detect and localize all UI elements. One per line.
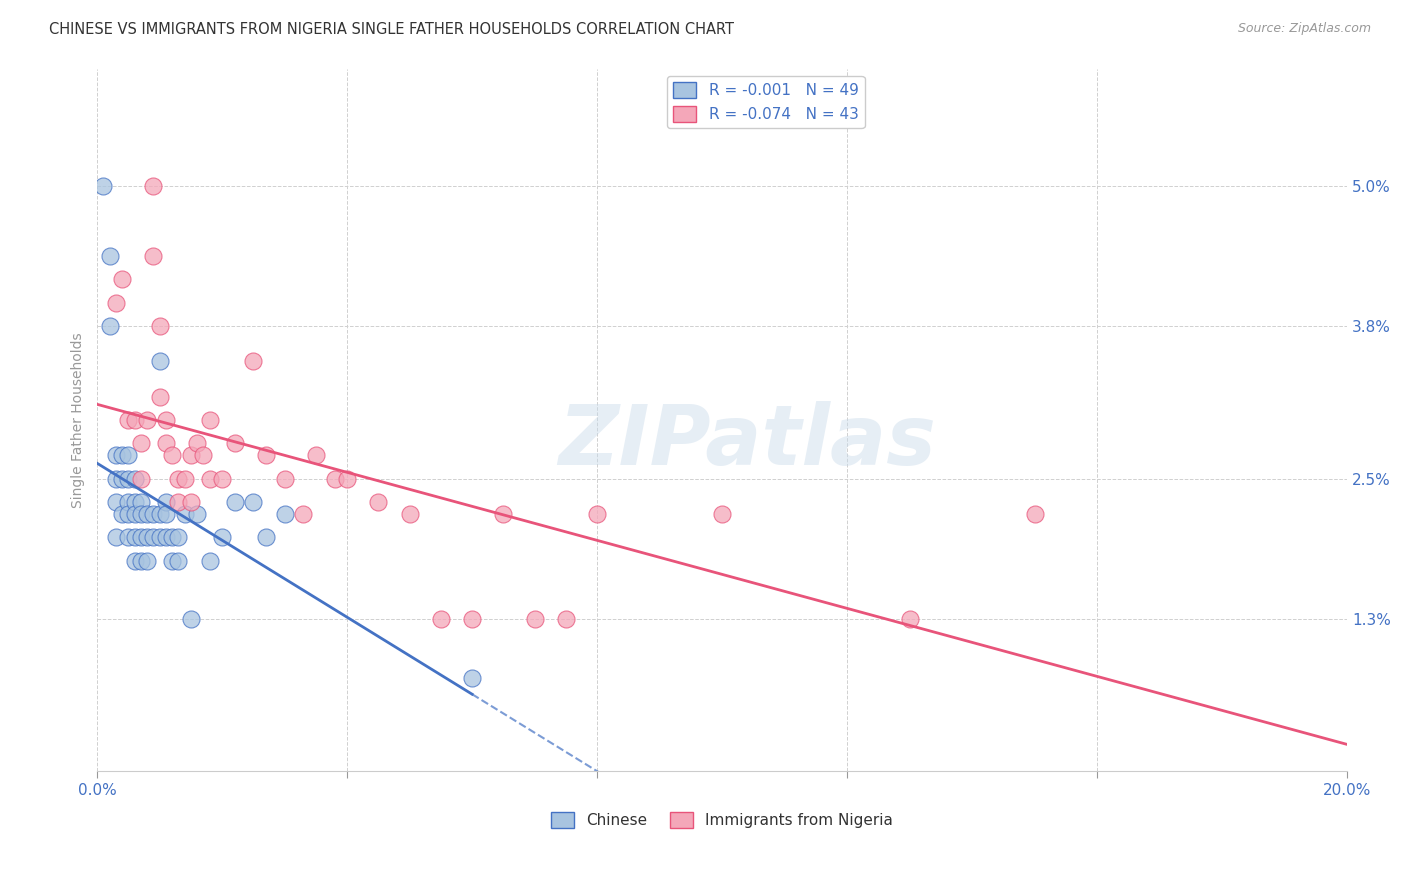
Point <box>898 612 921 626</box>
Legend: Chinese, Immigrants from Nigeria: Chinese, Immigrants from Nigeria <box>546 805 900 834</box>
Point <box>242 354 264 368</box>
Point <box>198 471 221 485</box>
Point <box>117 530 139 544</box>
Point <box>129 471 152 485</box>
Point <box>554 612 576 626</box>
Point <box>124 530 146 544</box>
Point <box>155 530 177 544</box>
Point <box>180 448 202 462</box>
Point <box>167 553 190 567</box>
Point <box>148 507 170 521</box>
Point <box>155 413 177 427</box>
Point <box>224 495 246 509</box>
Point <box>117 495 139 509</box>
Point <box>142 178 165 193</box>
Point <box>111 272 134 286</box>
Y-axis label: Single Father Households: Single Father Households <box>72 332 86 508</box>
Point <box>523 612 546 626</box>
Point <box>148 530 170 544</box>
Point <box>136 530 159 544</box>
Point <box>104 495 127 509</box>
Point <box>254 530 277 544</box>
Point <box>160 530 183 544</box>
Point <box>492 507 515 521</box>
Point <box>167 471 190 485</box>
Point <box>711 507 734 521</box>
Point <box>124 507 146 521</box>
Point <box>148 354 170 368</box>
Point <box>173 471 195 485</box>
Point <box>136 507 159 521</box>
Point <box>111 471 134 485</box>
Point <box>211 530 233 544</box>
Point <box>211 471 233 485</box>
Point <box>430 612 453 626</box>
Point <box>160 448 183 462</box>
Point <box>117 471 139 485</box>
Point <box>198 553 221 567</box>
Point <box>254 448 277 462</box>
Point <box>148 390 170 404</box>
Point <box>198 413 221 427</box>
Point <box>336 471 359 485</box>
Point <box>155 495 177 509</box>
Point <box>155 436 177 450</box>
Point <box>104 448 127 462</box>
Point <box>461 612 484 626</box>
Point <box>104 471 127 485</box>
Point <box>305 448 328 462</box>
Point <box>186 436 208 450</box>
Point <box>104 295 127 310</box>
Point <box>323 471 346 485</box>
Point <box>273 471 295 485</box>
Point <box>180 612 202 626</box>
Point <box>367 495 389 509</box>
Point <box>142 249 165 263</box>
Point <box>117 448 139 462</box>
Point <box>111 448 134 462</box>
Point <box>160 553 183 567</box>
Point <box>129 507 152 521</box>
Point <box>167 530 190 544</box>
Point <box>586 507 609 521</box>
Point <box>91 178 114 193</box>
Point <box>98 319 121 334</box>
Point <box>167 495 190 509</box>
Point <box>186 507 208 521</box>
Point <box>124 413 146 427</box>
Point <box>173 507 195 521</box>
Point <box>292 507 315 521</box>
Point <box>104 530 127 544</box>
Point <box>129 495 152 509</box>
Point <box>242 495 264 509</box>
Text: ZIPatlas: ZIPatlas <box>558 401 936 482</box>
Point <box>98 249 121 263</box>
Point <box>129 530 152 544</box>
Point <box>136 553 159 567</box>
Point <box>224 436 246 450</box>
Point <box>148 319 170 334</box>
Text: Source: ZipAtlas.com: Source: ZipAtlas.com <box>1237 22 1371 36</box>
Point <box>155 507 177 521</box>
Point <box>111 507 134 521</box>
Point <box>142 530 165 544</box>
Point <box>124 553 146 567</box>
Point <box>117 413 139 427</box>
Point <box>124 471 146 485</box>
Point <box>273 507 295 521</box>
Point <box>129 436 152 450</box>
Point <box>136 413 159 427</box>
Point <box>129 553 152 567</box>
Point <box>180 495 202 509</box>
Point <box>193 448 215 462</box>
Point <box>117 507 139 521</box>
Point <box>398 507 420 521</box>
Point <box>124 495 146 509</box>
Point <box>461 671 484 685</box>
Text: CHINESE VS IMMIGRANTS FROM NIGERIA SINGLE FATHER HOUSEHOLDS CORRELATION CHART: CHINESE VS IMMIGRANTS FROM NIGERIA SINGL… <box>49 22 734 37</box>
Point <box>142 507 165 521</box>
Point <box>1024 507 1046 521</box>
